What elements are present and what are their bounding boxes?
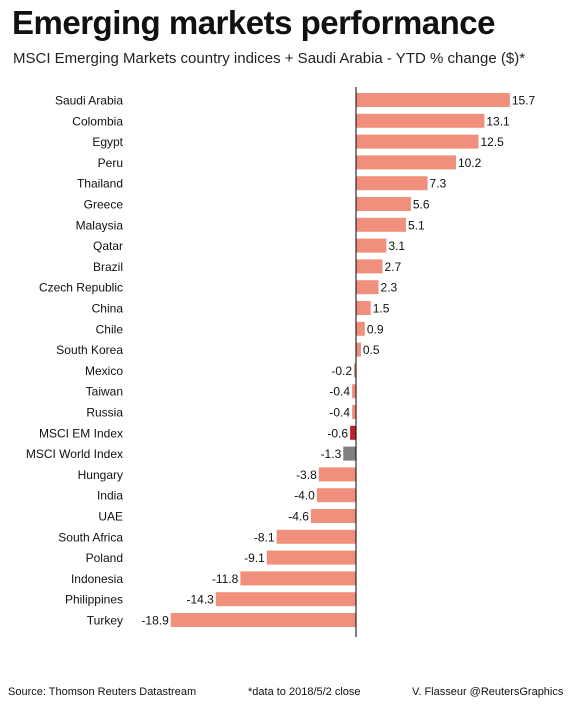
value-label: -9.1: [244, 551, 265, 565]
value-label: -0.6: [327, 426, 348, 440]
value-label: 2.7: [384, 260, 401, 274]
value-label: -3.8: [296, 468, 317, 482]
category-label: Egypt: [92, 135, 123, 149]
bar: [356, 259, 383, 274]
bar: [356, 155, 456, 170]
category-label: Indonesia: [71, 572, 123, 586]
category-label: Peru: [98, 156, 123, 170]
category-label: China: [92, 302, 124, 316]
bar: [350, 425, 356, 440]
bar: [356, 197, 411, 211]
bar: [356, 238, 387, 253]
category-label: Qatar: [93, 239, 123, 253]
category-label: India: [97, 489, 123, 503]
category-label: Hungary: [78, 468, 123, 482]
category-label: Mexico: [85, 364, 123, 378]
value-label: -18.9: [141, 614, 169, 628]
bar: [352, 384, 356, 399]
category-label: Thailand: [77, 177, 123, 191]
value-label: -0.4: [329, 385, 350, 399]
bar: [343, 446, 356, 461]
bar: [266, 550, 356, 565]
value-label: 7.3: [430, 177, 447, 191]
value-label: 10.2: [458, 156, 482, 170]
bar: [240, 571, 356, 586]
category-label: Malaysia: [76, 218, 124, 232]
category-label: South Africa: [58, 530, 123, 544]
source-note: Source: Thomson Reuters Datastream: [8, 686, 197, 698]
bar: [356, 280, 379, 295]
chart-subtitle: MSCI Emerging Markets country indices + …: [13, 50, 526, 67]
value-label: -0.2: [331, 364, 352, 378]
bar: [276, 529, 356, 544]
value-label: -4.0: [294, 489, 315, 503]
chart-title: Emerging markets performance: [12, 4, 496, 41]
bar: [356, 321, 365, 336]
category-label: Poland: [86, 551, 123, 565]
bar: [352, 405, 356, 419]
bar: [356, 134, 479, 149]
credit-note: V. Flasseur @ReutersGraphics: [412, 686, 564, 698]
bar: [310, 509, 356, 523]
value-label: 12.5: [481, 135, 505, 149]
category-label: MSCI World Index: [26, 447, 123, 461]
category-label: UAE: [98, 510, 123, 524]
bar: [356, 176, 428, 191]
category-label: Turkey: [87, 614, 123, 628]
value-label: -14.3: [187, 593, 215, 607]
category-label: Brazil: [93, 260, 123, 274]
value-label: -11.8: [212, 572, 239, 586]
bar: [356, 93, 510, 107]
category-label: Colombia: [72, 114, 123, 128]
bar: [316, 488, 356, 503]
value-label: -0.4: [329, 406, 350, 420]
bar: [356, 301, 371, 315]
category-label: Greece: [84, 198, 124, 212]
bar: [354, 363, 356, 378]
category-label: Chile: [96, 322, 124, 336]
bar: [356, 217, 406, 232]
bar: [356, 113, 485, 128]
value-label: -1.3: [321, 447, 342, 461]
bar: [356, 342, 361, 357]
date-footnote: *data to 2018/5/2 close: [248, 686, 361, 698]
category-label: Philippines: [65, 593, 123, 607]
category-label: MSCI EM Index: [39, 426, 123, 440]
value-label: 2.3: [381, 281, 398, 295]
bar: [170, 613, 356, 627]
category-label: Taiwan: [86, 385, 123, 399]
value-label: -4.6: [288, 510, 309, 524]
value-label: 5.6: [413, 198, 430, 212]
value-label: 15.7: [512, 94, 536, 108]
category-label: South Korea: [56, 343, 123, 357]
category-label: Russia: [86, 406, 123, 420]
bar: [318, 467, 356, 482]
category-label: Czech Republic: [39, 281, 123, 295]
value-label: 0.5: [363, 343, 380, 357]
value-label: -8.1: [254, 530, 275, 544]
value-label: 0.9: [367, 322, 384, 336]
value-label: 1.5: [373, 302, 390, 316]
bar: [215, 592, 356, 607]
category-label: Saudi Arabia: [55, 94, 123, 108]
value-label: 13.1: [486, 114, 510, 128]
value-label: 5.1: [408, 218, 425, 232]
value-label: 3.1: [388, 239, 405, 253]
